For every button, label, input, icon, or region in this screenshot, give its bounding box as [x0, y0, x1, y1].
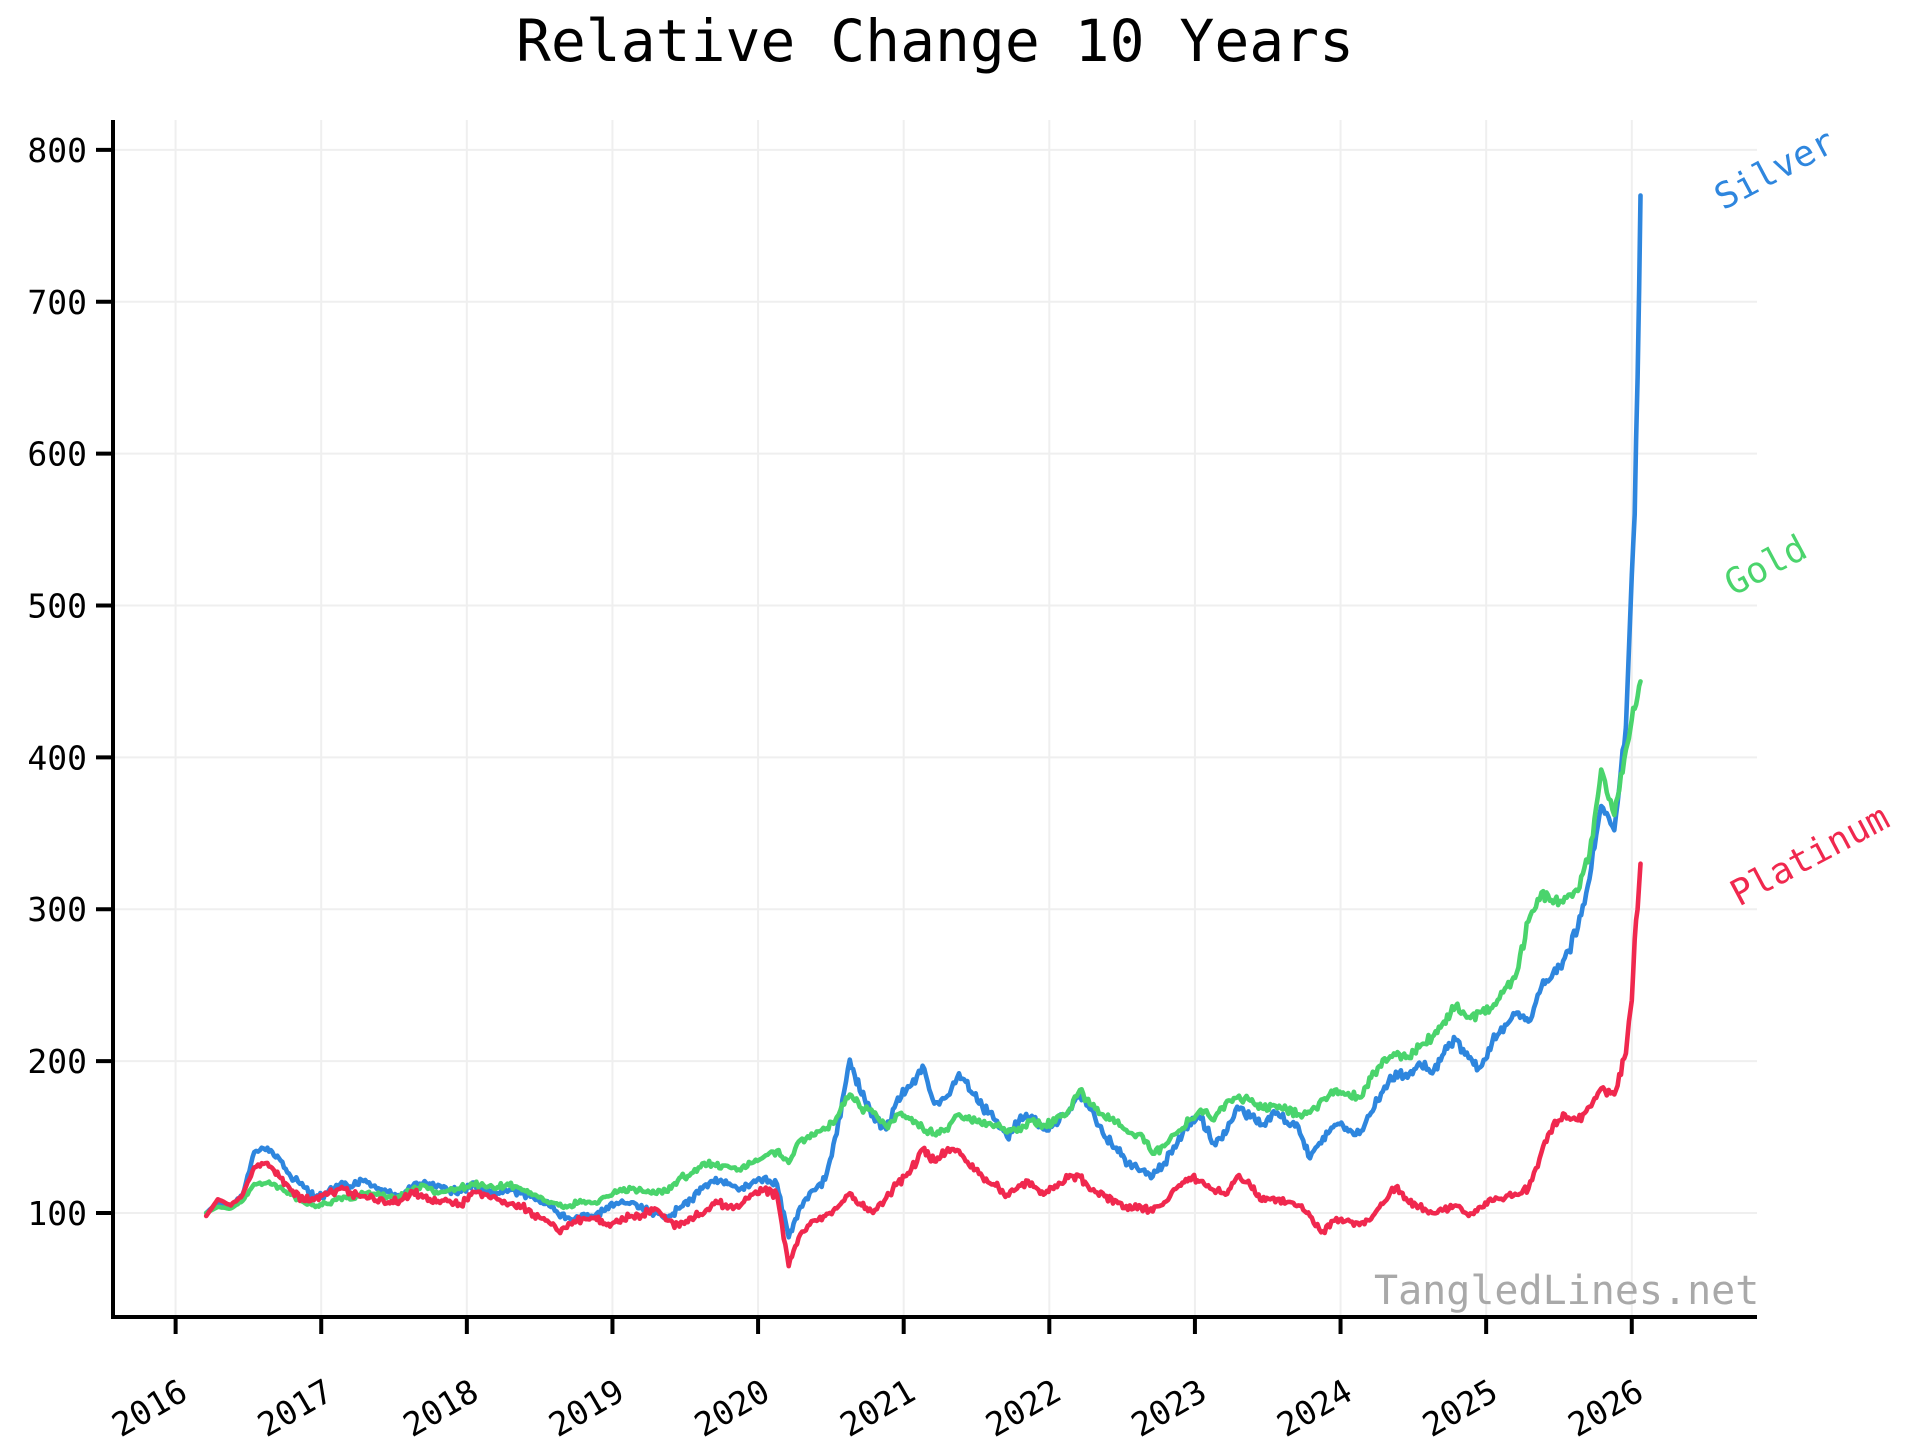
- x-tick-label: 2018: [397, 1371, 485, 1440]
- y-tick-label: 800: [27, 131, 87, 170]
- y-tick-label: 300: [27, 890, 87, 929]
- x-tick-label: 2020: [688, 1371, 776, 1440]
- x-tick-label: 2022: [979, 1371, 1067, 1440]
- series-line-platinum: [203, 861, 1643, 1269]
- y-tick-label: 600: [27, 435, 87, 474]
- y-tick-label: 200: [27, 1042, 87, 1081]
- y-tick-label: 700: [27, 283, 87, 322]
- y-tick-label: 400: [27, 738, 87, 777]
- x-tick-label: 2016: [105, 1371, 193, 1440]
- gridlines: [113, 120, 1757, 1317]
- x-tick-label: 2025: [1416, 1371, 1504, 1440]
- x-tick-label: 2017: [251, 1371, 339, 1440]
- x-tick-label: 2019: [542, 1371, 630, 1440]
- x-tick-label: 2021: [833, 1371, 921, 1440]
- y-tick-label: 100: [27, 1194, 87, 1233]
- axes: 100 200 300 400 500 600 700 800 2016 2017 2018 2019…: [27, 120, 1757, 1440]
- y-tick-label: 500: [27, 587, 87, 626]
- x-tick-label: 2024: [1270, 1371, 1358, 1440]
- series-line-silver: [203, 193, 1643, 1240]
- x-tick-label: 2023: [1125, 1371, 1213, 1440]
- x-tick-label: 2026: [1561, 1371, 1649, 1440]
- series-line-gold: [203, 679, 1643, 1216]
- chart-title: Relative Change 10 Years: [515, 7, 1355, 75]
- watermark-text: TangledLines.net: [1374, 1268, 1760, 1314]
